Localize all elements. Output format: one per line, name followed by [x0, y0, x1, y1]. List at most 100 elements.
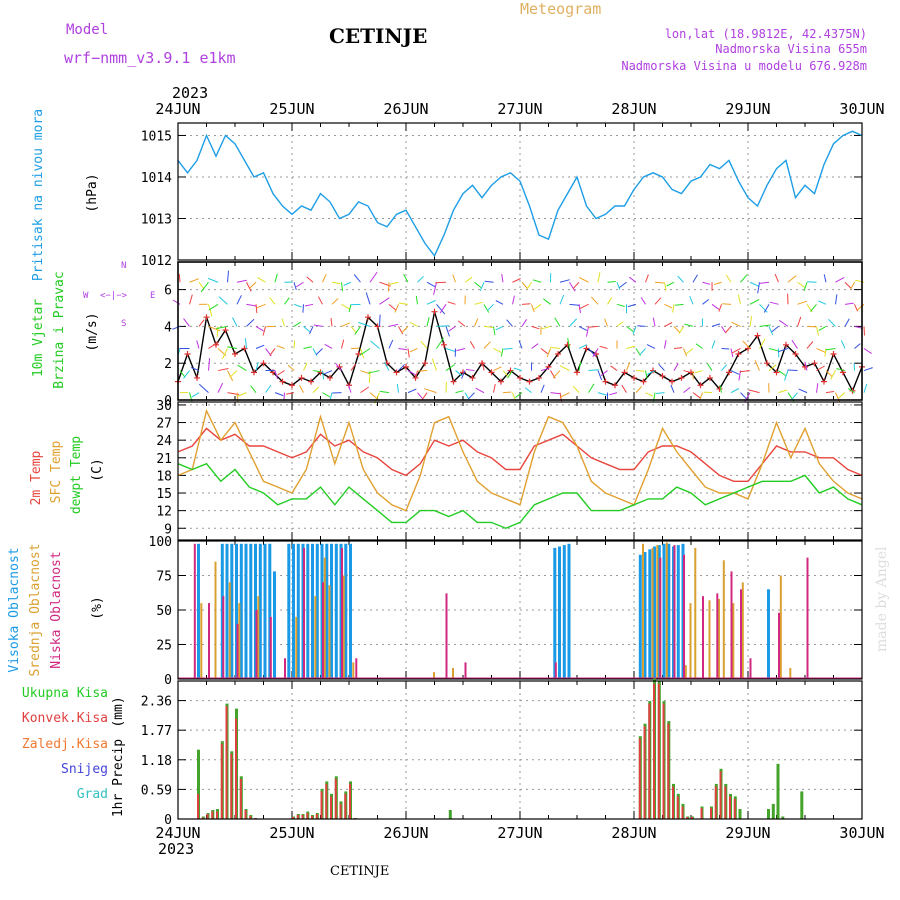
wind-arrow	[652, 317, 656, 327]
wind-arrow	[806, 341, 814, 349]
cloud-bar-mid	[689, 603, 692, 679]
wind-arrow	[436, 303, 446, 315]
cloud-bar-high	[197, 543, 200, 679]
wind-arrow	[306, 276, 314, 283]
wind-arrow	[426, 281, 436, 288]
wind-arrow	[836, 368, 846, 372]
cloud-bar-high	[662, 543, 666, 679]
wind-speed-marker	[327, 374, 333, 381]
wind-arrow	[540, 348, 549, 355]
day-label-bottom: 26JUN	[383, 824, 428, 842]
cloud-bar-mid	[741, 582, 744, 679]
wind-arrow	[379, 390, 390, 394]
wind-arrow	[255, 304, 258, 314]
wind-arrow	[835, 276, 845, 283]
wind-arrow	[218, 296, 228, 305]
y-tick-label: 1012	[141, 254, 172, 269]
precip-conv-bar	[676, 796, 679, 819]
wind-arrow	[550, 346, 561, 349]
wind-arrow	[281, 318, 285, 327]
cloud-bar-high	[334, 543, 338, 679]
cloud-bar-low	[778, 612, 780, 679]
wind-arrow	[303, 362, 308, 371]
wind-speed-marker	[697, 382, 704, 389]
precip-conv-bar	[292, 817, 294, 819]
wind-arrow	[578, 344, 588, 349]
wind-arrow	[401, 326, 409, 334]
wind-arrow	[388, 339, 394, 349]
precip-total-bar	[767, 809, 770, 819]
wind-arrow	[255, 344, 265, 349]
wind-direction-legend: W <−|−> E N S	[83, 261, 155, 329]
day-label-top: 30JUN	[839, 100, 884, 118]
wind-arrow	[722, 303, 732, 305]
wind-label-1: 10m Vjetar	[31, 299, 46, 377]
wind-arrow	[677, 275, 684, 283]
wind-arrow	[507, 370, 513, 379]
panels-layer: 1012101310141015024691215182124273002550…	[141, 100, 885, 842]
cloud-bar-mid	[642, 543, 644, 679]
cloud-bar-mid	[238, 603, 241, 679]
wind-arrow	[502, 391, 512, 394]
wind-arrow	[816, 365, 825, 371]
cloud-bar-low	[730, 571, 733, 679]
wind-arrow	[257, 276, 266, 283]
wind-arrow	[452, 274, 456, 283]
wind-arrow	[769, 301, 779, 305]
cloud-bar-high	[767, 589, 770, 679]
wind-arrow	[578, 361, 582, 371]
wind-speed-marker	[726, 369, 732, 376]
wind-arrow	[216, 325, 228, 330]
wind-arrow	[447, 301, 456, 305]
credit-text: made by Angel	[874, 546, 890, 652]
precip-conv-bar	[344, 793, 347, 819]
wind-arrow	[236, 392, 239, 403]
wind-arrow	[666, 281, 675, 287]
wind-arrow	[850, 281, 855, 290]
wind-arrow	[464, 276, 473, 283]
wind-arrow	[217, 368, 229, 372]
wind-arrow	[398, 363, 406, 371]
cloud-bar-mid	[779, 575, 782, 679]
day-label-bottom: 25JUN	[269, 824, 314, 842]
cloud-bar-mid	[452, 668, 454, 679]
y-tick-label: 0	[164, 813, 172, 828]
footer-station: CETINJE	[330, 864, 389, 879]
wind-arrow	[684, 323, 694, 327]
precip-conv-bar	[230, 753, 233, 819]
pressure-label: Pritisak na nivou mora	[31, 109, 46, 281]
cloud-bar-low	[702, 596, 704, 679]
wind-arrow	[514, 392, 523, 399]
wind-arrow	[559, 392, 563, 403]
wind-arrow	[768, 347, 779, 352]
wind-arrow	[407, 370, 417, 376]
wind-speed-marker	[488, 369, 495, 376]
wind-arrow	[343, 281, 352, 286]
wind-arrow	[274, 392, 284, 397]
day-label-bottom: 24JUN	[155, 824, 200, 842]
wind-arrow	[403, 273, 409, 283]
wind-speed-marker	[716, 385, 723, 392]
wind-speed-marker	[669, 378, 675, 385]
precip-conv-bar	[672, 786, 674, 819]
cloud-bar-high	[235, 543, 238, 679]
y-tick-label: 0	[164, 673, 172, 688]
wind-arrow	[255, 325, 264, 332]
model-label: Model	[66, 22, 108, 38]
wind-arrow	[678, 326, 684, 334]
wind-arrow	[533, 303, 542, 310]
wind-arrow	[350, 363, 357, 371]
wind-arrow	[482, 361, 485, 371]
precip-conv-bar	[211, 811, 214, 819]
wind-speed-marker	[365, 314, 371, 321]
wind-speed-marker	[298, 374, 305, 381]
legend-total-rain: Ukupna Kisa	[22, 686, 108, 701]
wind-arrow	[431, 358, 437, 371]
wind-arrow	[483, 304, 490, 313]
wind-arrow	[818, 325, 827, 331]
precip-conv-bar	[729, 796, 731, 819]
cloud-bar-low	[322, 582, 324, 679]
precip-conv-bar	[220, 743, 223, 819]
wind-arrow	[474, 318, 479, 327]
wind-arrow	[287, 364, 295, 371]
